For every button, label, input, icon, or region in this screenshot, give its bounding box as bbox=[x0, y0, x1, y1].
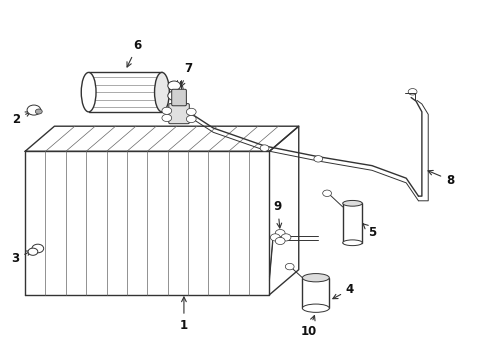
Circle shape bbox=[281, 234, 291, 241]
Text: 2: 2 bbox=[12, 112, 30, 126]
Circle shape bbox=[186, 116, 196, 123]
Text: 5: 5 bbox=[363, 224, 376, 239]
Text: 1: 1 bbox=[180, 297, 188, 332]
Circle shape bbox=[168, 81, 180, 90]
FancyBboxPatch shape bbox=[172, 89, 186, 106]
Ellipse shape bbox=[343, 201, 362, 206]
FancyBboxPatch shape bbox=[343, 203, 362, 243]
Circle shape bbox=[275, 237, 285, 244]
Circle shape bbox=[28, 248, 38, 255]
Circle shape bbox=[275, 229, 285, 237]
Circle shape bbox=[270, 234, 280, 241]
Circle shape bbox=[27, 105, 41, 115]
Circle shape bbox=[186, 108, 196, 116]
Ellipse shape bbox=[343, 240, 362, 246]
Text: 10: 10 bbox=[300, 316, 317, 338]
Text: 6: 6 bbox=[127, 39, 142, 67]
Ellipse shape bbox=[302, 274, 329, 282]
Text: 4: 4 bbox=[333, 283, 354, 299]
Circle shape bbox=[285, 264, 294, 270]
Ellipse shape bbox=[302, 304, 329, 312]
Circle shape bbox=[314, 156, 323, 162]
Text: 3: 3 bbox=[11, 251, 31, 265]
Text: 9: 9 bbox=[273, 201, 282, 228]
Text: 7: 7 bbox=[180, 62, 193, 87]
FancyBboxPatch shape bbox=[169, 104, 189, 124]
Ellipse shape bbox=[154, 72, 170, 112]
Circle shape bbox=[162, 107, 172, 114]
Ellipse shape bbox=[81, 72, 96, 112]
Circle shape bbox=[162, 114, 172, 122]
Circle shape bbox=[408, 89, 417, 95]
FancyBboxPatch shape bbox=[302, 278, 329, 308]
Circle shape bbox=[323, 190, 331, 197]
Circle shape bbox=[32, 244, 44, 253]
Circle shape bbox=[35, 109, 42, 114]
Circle shape bbox=[260, 145, 269, 151]
Circle shape bbox=[168, 91, 180, 100]
Text: 8: 8 bbox=[428, 170, 454, 186]
